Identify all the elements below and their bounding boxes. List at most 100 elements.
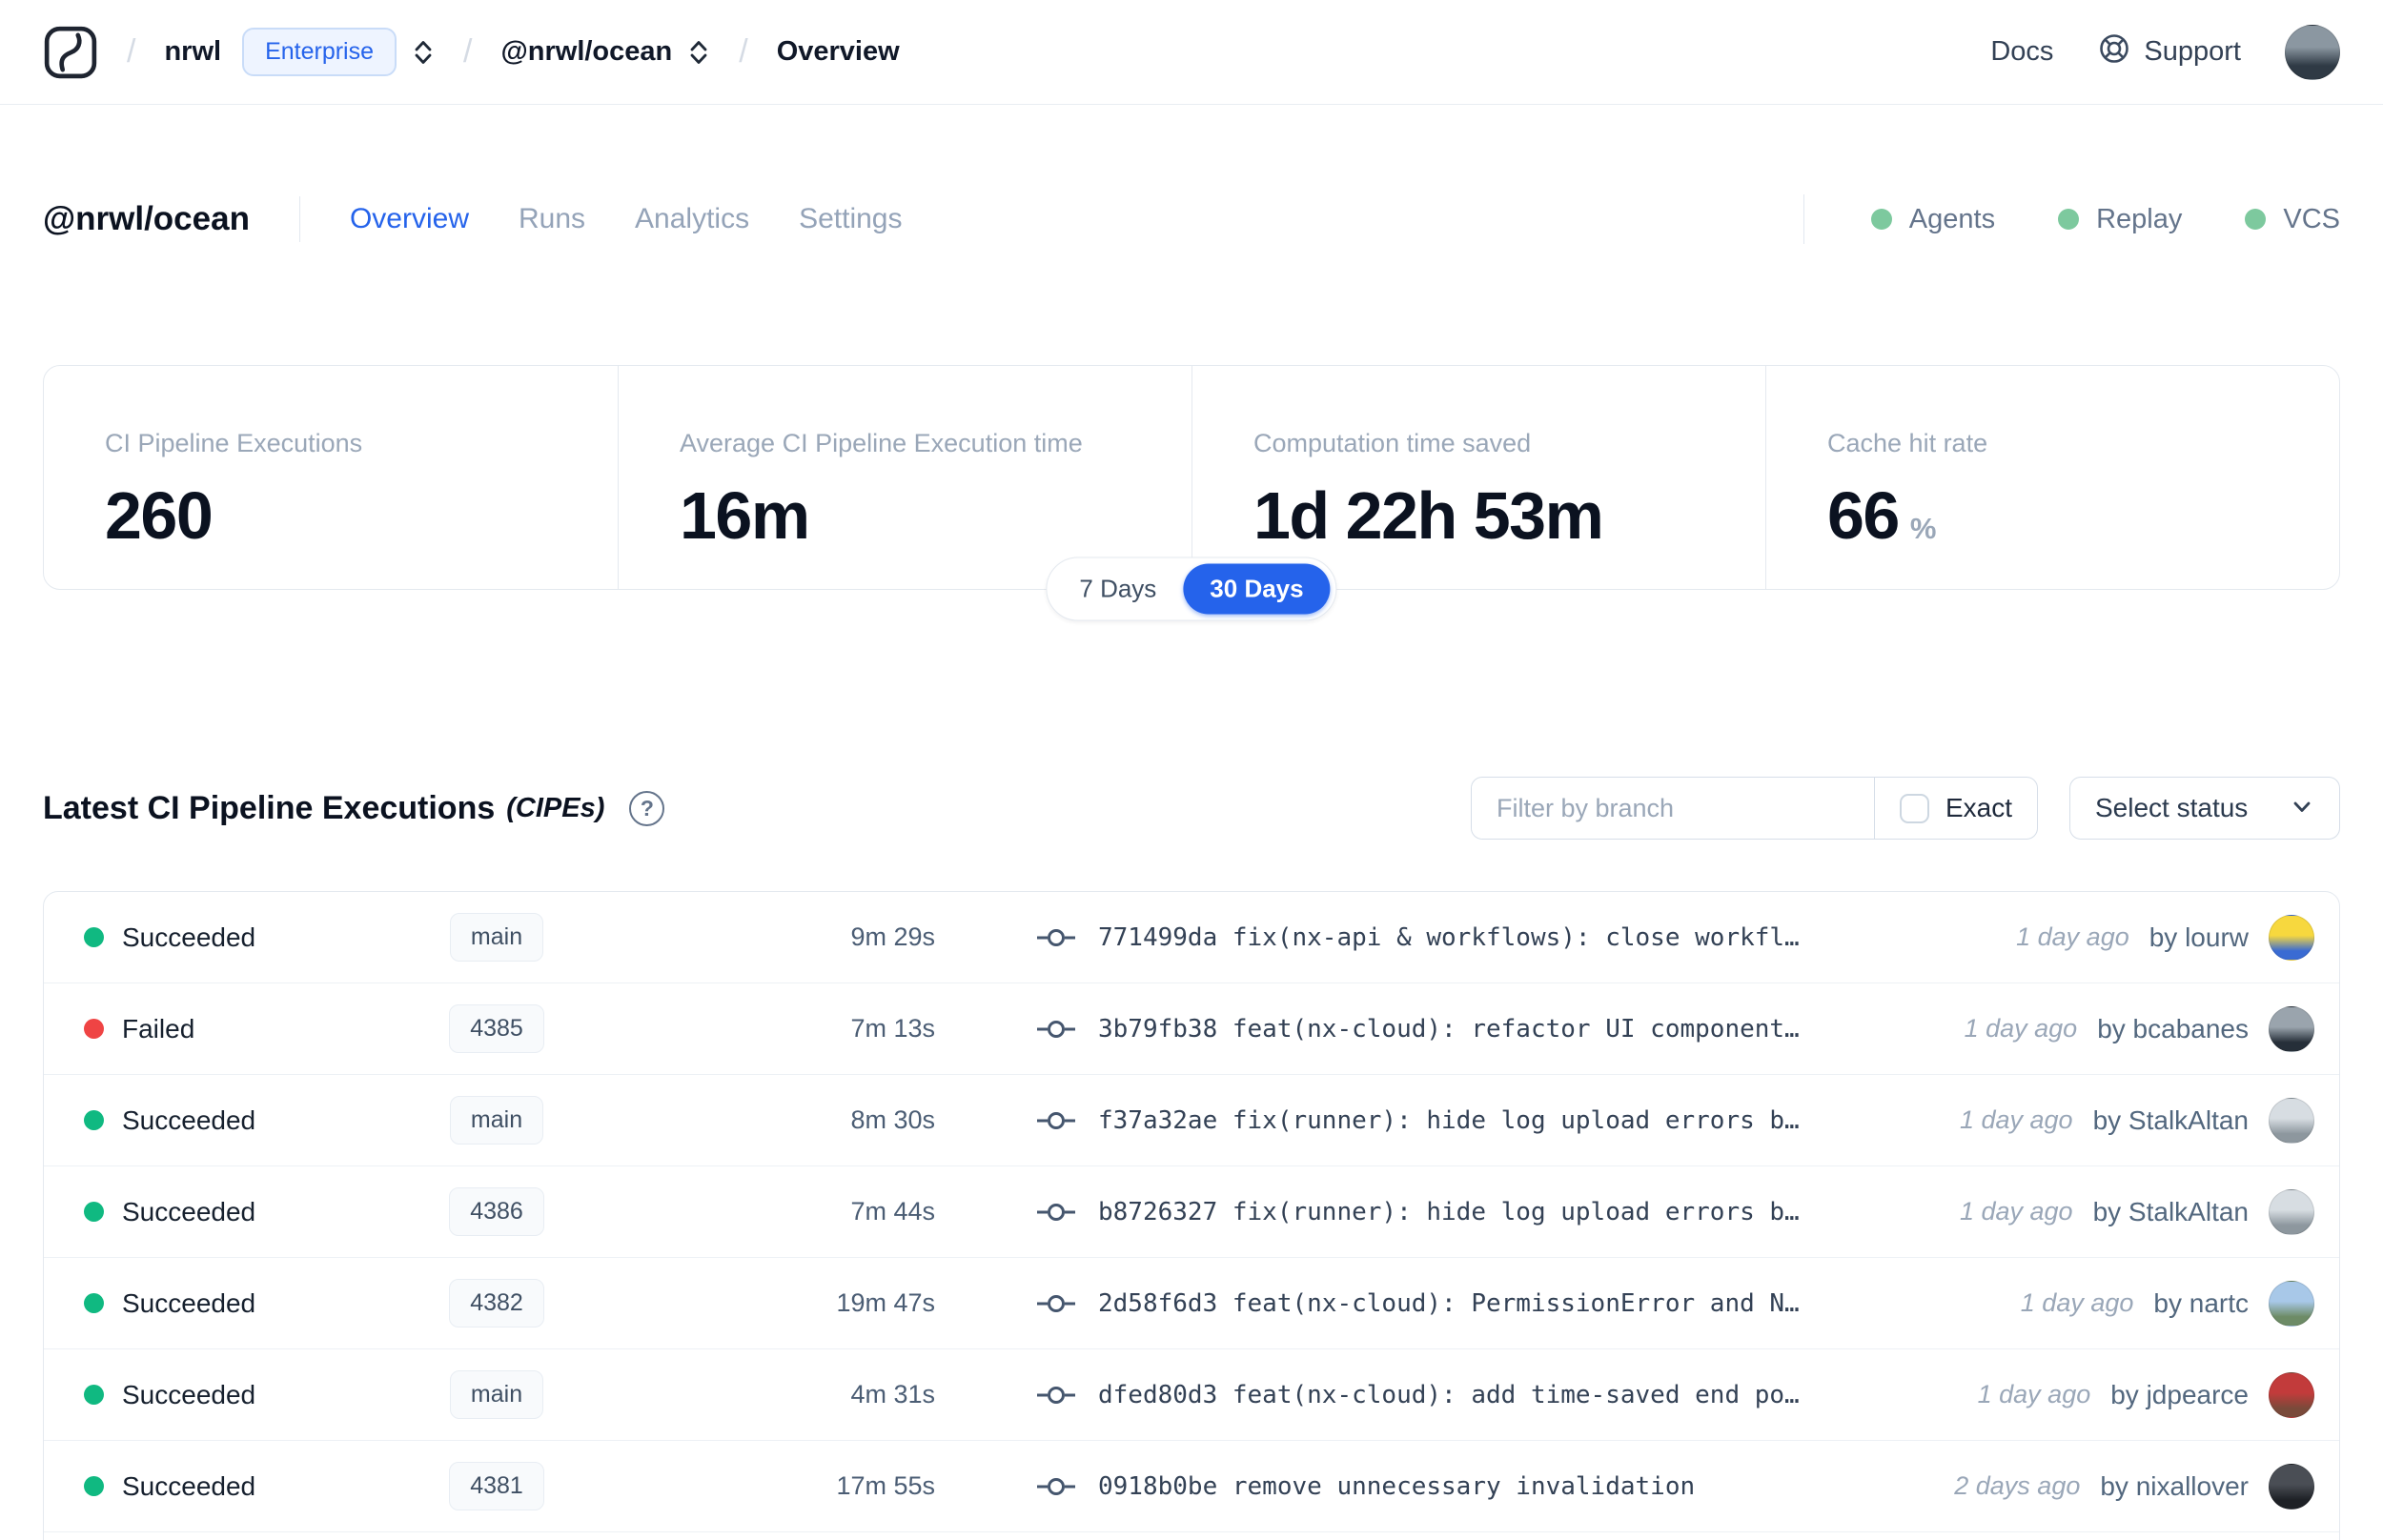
tab-runs[interactable]: Runs	[519, 203, 586, 234]
branch-badge[interactable]: 4386	[449, 1187, 544, 1236]
status-dot	[84, 1476, 104, 1496]
commit-message[interactable]: 3b79fb38 feat(nx-cloud): refactor UI com…	[1098, 1014, 1800, 1044]
tab-overview[interactable]: Overview	[349, 203, 469, 234]
app-logo-icon[interactable]	[43, 25, 98, 80]
status-dot	[1870, 209, 1892, 230]
tab-analytics[interactable]: Analytics	[635, 203, 750, 234]
meta-cell: 1 day ago by nartc	[2021, 1280, 2339, 1327]
status-dot	[84, 927, 104, 947]
stat-label: Computation time saved	[1253, 429, 1532, 457]
stat-suffix: %	[1909, 512, 1937, 545]
commit-message[interactable]: 2d58f6d3 feat(nx-cloud): PermissionError…	[1098, 1288, 1800, 1318]
org-selector-icon[interactable]	[412, 36, 435, 69]
date-range-toggle: 7 Days 30 Days	[1046, 557, 1337, 621]
branch-filter-input[interactable]	[1472, 778, 1874, 839]
author-avatar	[2269, 1005, 2314, 1052]
status-cell: Succeeded	[44, 1105, 387, 1136]
status-cell: Succeeded	[44, 1197, 387, 1227]
divider	[1803, 194, 1804, 244]
status-indicators: Agents Replay VCS	[1870, 204, 2340, 235]
table-row[interactable]: Succeeded 4386 7m 44s b8726327 fix(runne…	[44, 1166, 2339, 1258]
help-icon[interactable]: ?	[629, 790, 665, 826]
author: by lourw	[2149, 922, 2249, 952]
cipes-section-header: Latest CI Pipeline Executions (CIPEs) ? …	[43, 777, 2340, 840]
branch-cell: 4386	[387, 1187, 606, 1236]
breadcrumb-org[interactable]: nrwl	[164, 36, 222, 67]
branch-badge[interactable]: 4381	[449, 1462, 544, 1510]
duration-cell: 19m 47s	[836, 1288, 935, 1317]
branch-cell: main	[387, 1096, 606, 1145]
time-ago: 1 day ago	[1959, 1105, 2073, 1134]
commit-message[interactable]: 0918b0be remove unnecessary invalidation	[1098, 1471, 1696, 1501]
status-cell: Succeeded	[44, 1471, 387, 1502]
tab-settings[interactable]: Settings	[799, 203, 903, 234]
stat-card: Computation time saved 1d 22h 53m	[1192, 366, 1765, 589]
branch-badge[interactable]: main	[449, 1370, 544, 1419]
stat-value: 1d 22h 53m	[1253, 478, 1604, 553]
breadcrumb-workspace[interactable]: @nrwl/ocean	[500, 36, 673, 67]
indicator-label: VCS	[2283, 203, 2340, 234]
commit-cell: 771499da fix(nx-api & workflows): close …	[1035, 923, 2016, 952]
table-row[interactable]: Succeeded 4381 17m 55s 0918b0be remove u…	[44, 1441, 2339, 1532]
table-row[interactable]: Succeeded main 4m 31s dfed80d3 feat(nx-c…	[44, 1349, 2339, 1441]
indicator-vcs[interactable]: VCS	[2245, 204, 2340, 235]
indicator-agents[interactable]: Agents	[1870, 204, 1995, 235]
branch-cell: 4381	[387, 1462, 606, 1510]
meta-cell: 1 day ago by StalkAltan	[1960, 1188, 2339, 1235]
branch-badge[interactable]: 4385	[449, 1004, 544, 1053]
workspace-selector-icon[interactable]	[687, 36, 710, 69]
branch-badge[interactable]: 4382	[449, 1279, 544, 1327]
workspace-header: @nrwl/ocean Overview Runs Analytics Setting…	[0, 162, 2383, 276]
status-dot	[2245, 209, 2267, 230]
status-label: Succeeded	[122, 1104, 256, 1135]
stats-cards: 7 Days 30 Days CI Pipeline Executions 26…	[43, 365, 2340, 621]
git-commit-icon	[1035, 1383, 1077, 1408]
range-7-days[interactable]: 7 Days	[1079, 574, 1157, 603]
enterprise-badge: Enterprise	[242, 28, 397, 76]
page-title: @nrwl/ocean	[43, 200, 250, 237]
status-label: Succeeded	[122, 1287, 256, 1318]
status-select-dropdown[interactable]: Select status	[2069, 777, 2340, 840]
branch-badge[interactable]: main	[449, 913, 544, 962]
user-avatar[interactable]	[2285, 24, 2340, 80]
table-row[interactable]: Succeeded main 9m 29s 771499da fix(nx-ap…	[44, 892, 2339, 983]
commit-message[interactable]: 771499da fix(nx-api & workflows): close …	[1098, 922, 1800, 952]
author: by bcabanes	[2097, 1013, 2249, 1044]
support-link[interactable]: Support	[2097, 31, 2241, 73]
exact-checkbox[interactable]	[1899, 793, 1929, 823]
breadcrumb: / nrwl Enterprise / @nrwl/ocean / Overvi…	[43, 25, 900, 80]
meta-cell: 1 day ago by bcabanes	[1965, 1005, 2339, 1052]
branch-cell: 4385	[387, 1004, 606, 1053]
table-row[interactable]: Failed 4385 7m 13s 3b79fb38 feat(nx-clou…	[44, 983, 2339, 1075]
duration-cell: 7m 44s	[850, 1197, 935, 1226]
commit-message[interactable]: b8726327 fix(runner): hide log upload er…	[1098, 1197, 1800, 1226]
status-dot	[84, 1202, 104, 1222]
commit-cell: b8726327 fix(runner): hide log upload er…	[1035, 1198, 1960, 1226]
exact-checkbox-wrap[interactable]: Exact	[1875, 778, 2037, 839]
divider	[1873, 778, 1875, 839]
branch-badge[interactable]: main	[449, 1096, 544, 1145]
duration-cell: 7m 13s	[850, 1014, 935, 1043]
meta-cell: 1 day ago by jdpearce	[1977, 1371, 2339, 1418]
life-buoy-icon	[2097, 31, 2131, 73]
commit-cell: 3b79fb38 feat(nx-cloud): refactor UI com…	[1035, 1015, 1965, 1044]
git-commit-icon	[1035, 1474, 1077, 1499]
stat-card: Average CI Pipeline Execution time 16m	[618, 366, 1192, 589]
commit-message[interactable]: dfed80d3 feat(nx-cloud): add time-saved …	[1098, 1380, 1800, 1409]
stat-card: Cache hit rate 66%	[1765, 366, 2339, 589]
table-row[interactable]: Succeeded 4382 19m 47s 2d58f6d3 feat(nx-…	[44, 1258, 2339, 1349]
time-ago: 1 day ago	[1977, 1380, 2091, 1408]
status-dot	[2058, 209, 2080, 230]
branch-cell: main	[387, 913, 606, 962]
status-cell: Succeeded	[44, 922, 387, 953]
docs-link[interactable]: Docs	[1990, 36, 2054, 67]
breadcrumb-page[interactable]: Overview	[776, 36, 900, 67]
status-dot	[84, 1019, 104, 1039]
table-row[interactable]: Succeeded main 8m 30s f37a32ae fix(runne…	[44, 1075, 2339, 1166]
indicator-replay[interactable]: Replay	[2058, 204, 2182, 235]
range-30-days[interactable]: 30 Days	[1183, 563, 1331, 615]
duration-cell: 8m 30s	[850, 1105, 935, 1134]
commit-message[interactable]: f37a32ae fix(runner): hide log upload er…	[1098, 1105, 1800, 1135]
commit-cell: dfed80d3 feat(nx-cloud): add time-saved …	[1035, 1381, 1978, 1409]
status-dot	[84, 1293, 104, 1313]
